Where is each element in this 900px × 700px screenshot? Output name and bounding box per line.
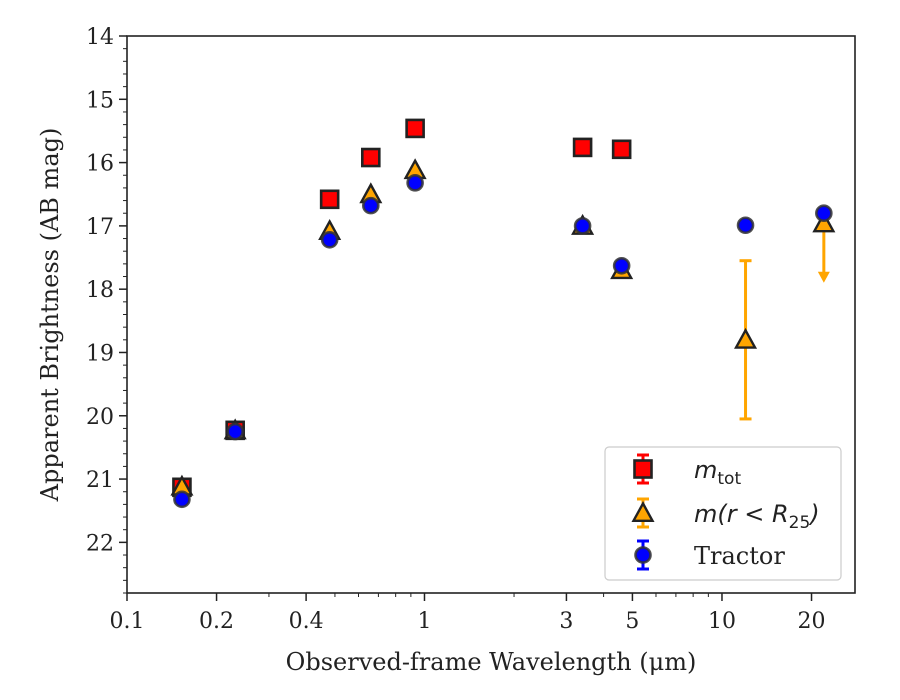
data-point <box>736 216 755 235</box>
y-tick-label: 18 <box>86 278 114 303</box>
data-point <box>320 231 339 249</box>
legend-marker <box>633 459 653 479</box>
legend-marker <box>631 501 655 522</box>
data-point <box>812 211 836 233</box>
x-axis-label: Observed-frame Wavelength (μm) <box>286 648 697 676</box>
data-point <box>612 256 631 275</box>
data-point <box>173 490 191 509</box>
x-tick-label: 10 <box>708 609 736 634</box>
data-point <box>573 217 592 235</box>
legend-frame <box>604 446 842 581</box>
data-point <box>611 139 632 160</box>
x-tick-label: 0.2 <box>199 609 234 634</box>
legend-marker <box>634 546 652 564</box>
y-tick-label: 20 <box>86 405 114 430</box>
legend-label: Tractor <box>694 542 785 570</box>
x-tick-label: 5 <box>625 609 639 634</box>
x-tick-label: 0.4 <box>289 609 324 634</box>
y-tick-label: 19 <box>86 341 114 366</box>
upper-limit-arrowhead <box>817 271 830 283</box>
legend-label-subscript: tot <box>717 469 741 489</box>
y-tick-label: 17 <box>86 215 114 240</box>
x-tick-label: 0.1 <box>110 609 145 634</box>
data-point <box>361 147 381 168</box>
data-point <box>362 196 380 215</box>
data-point <box>405 118 425 139</box>
x-tick-label: 3 <box>559 609 573 634</box>
axes: 14 15 16 17 18 19 20 21 22 0.1 0.2 0.4 1 3 5 10 20 <box>86 25 856 634</box>
x-tick-label: 1 <box>417 609 431 634</box>
data-point <box>319 189 340 210</box>
y-tick-label: 22 <box>86 531 114 556</box>
data-point <box>734 327 758 349</box>
plot-area <box>170 118 836 509</box>
y-axis-label: Apparent Brightness (AB mag) <box>36 128 64 503</box>
y-tick-label: 14 <box>86 25 114 50</box>
y-tick-label: 15 <box>86 88 114 113</box>
data-point <box>226 422 244 441</box>
legend-label-tail: ) <box>808 500 819 528</box>
x-tick-label: 20 <box>798 609 826 634</box>
legend-label-subscript: 25 <box>789 513 811 533</box>
data-point <box>406 174 424 192</box>
y-tick-label: 16 <box>86 152 114 177</box>
data-point <box>572 137 593 158</box>
y-tick-label: 21 <box>86 468 114 493</box>
series-circle <box>173 174 833 509</box>
data-point <box>815 204 833 223</box>
